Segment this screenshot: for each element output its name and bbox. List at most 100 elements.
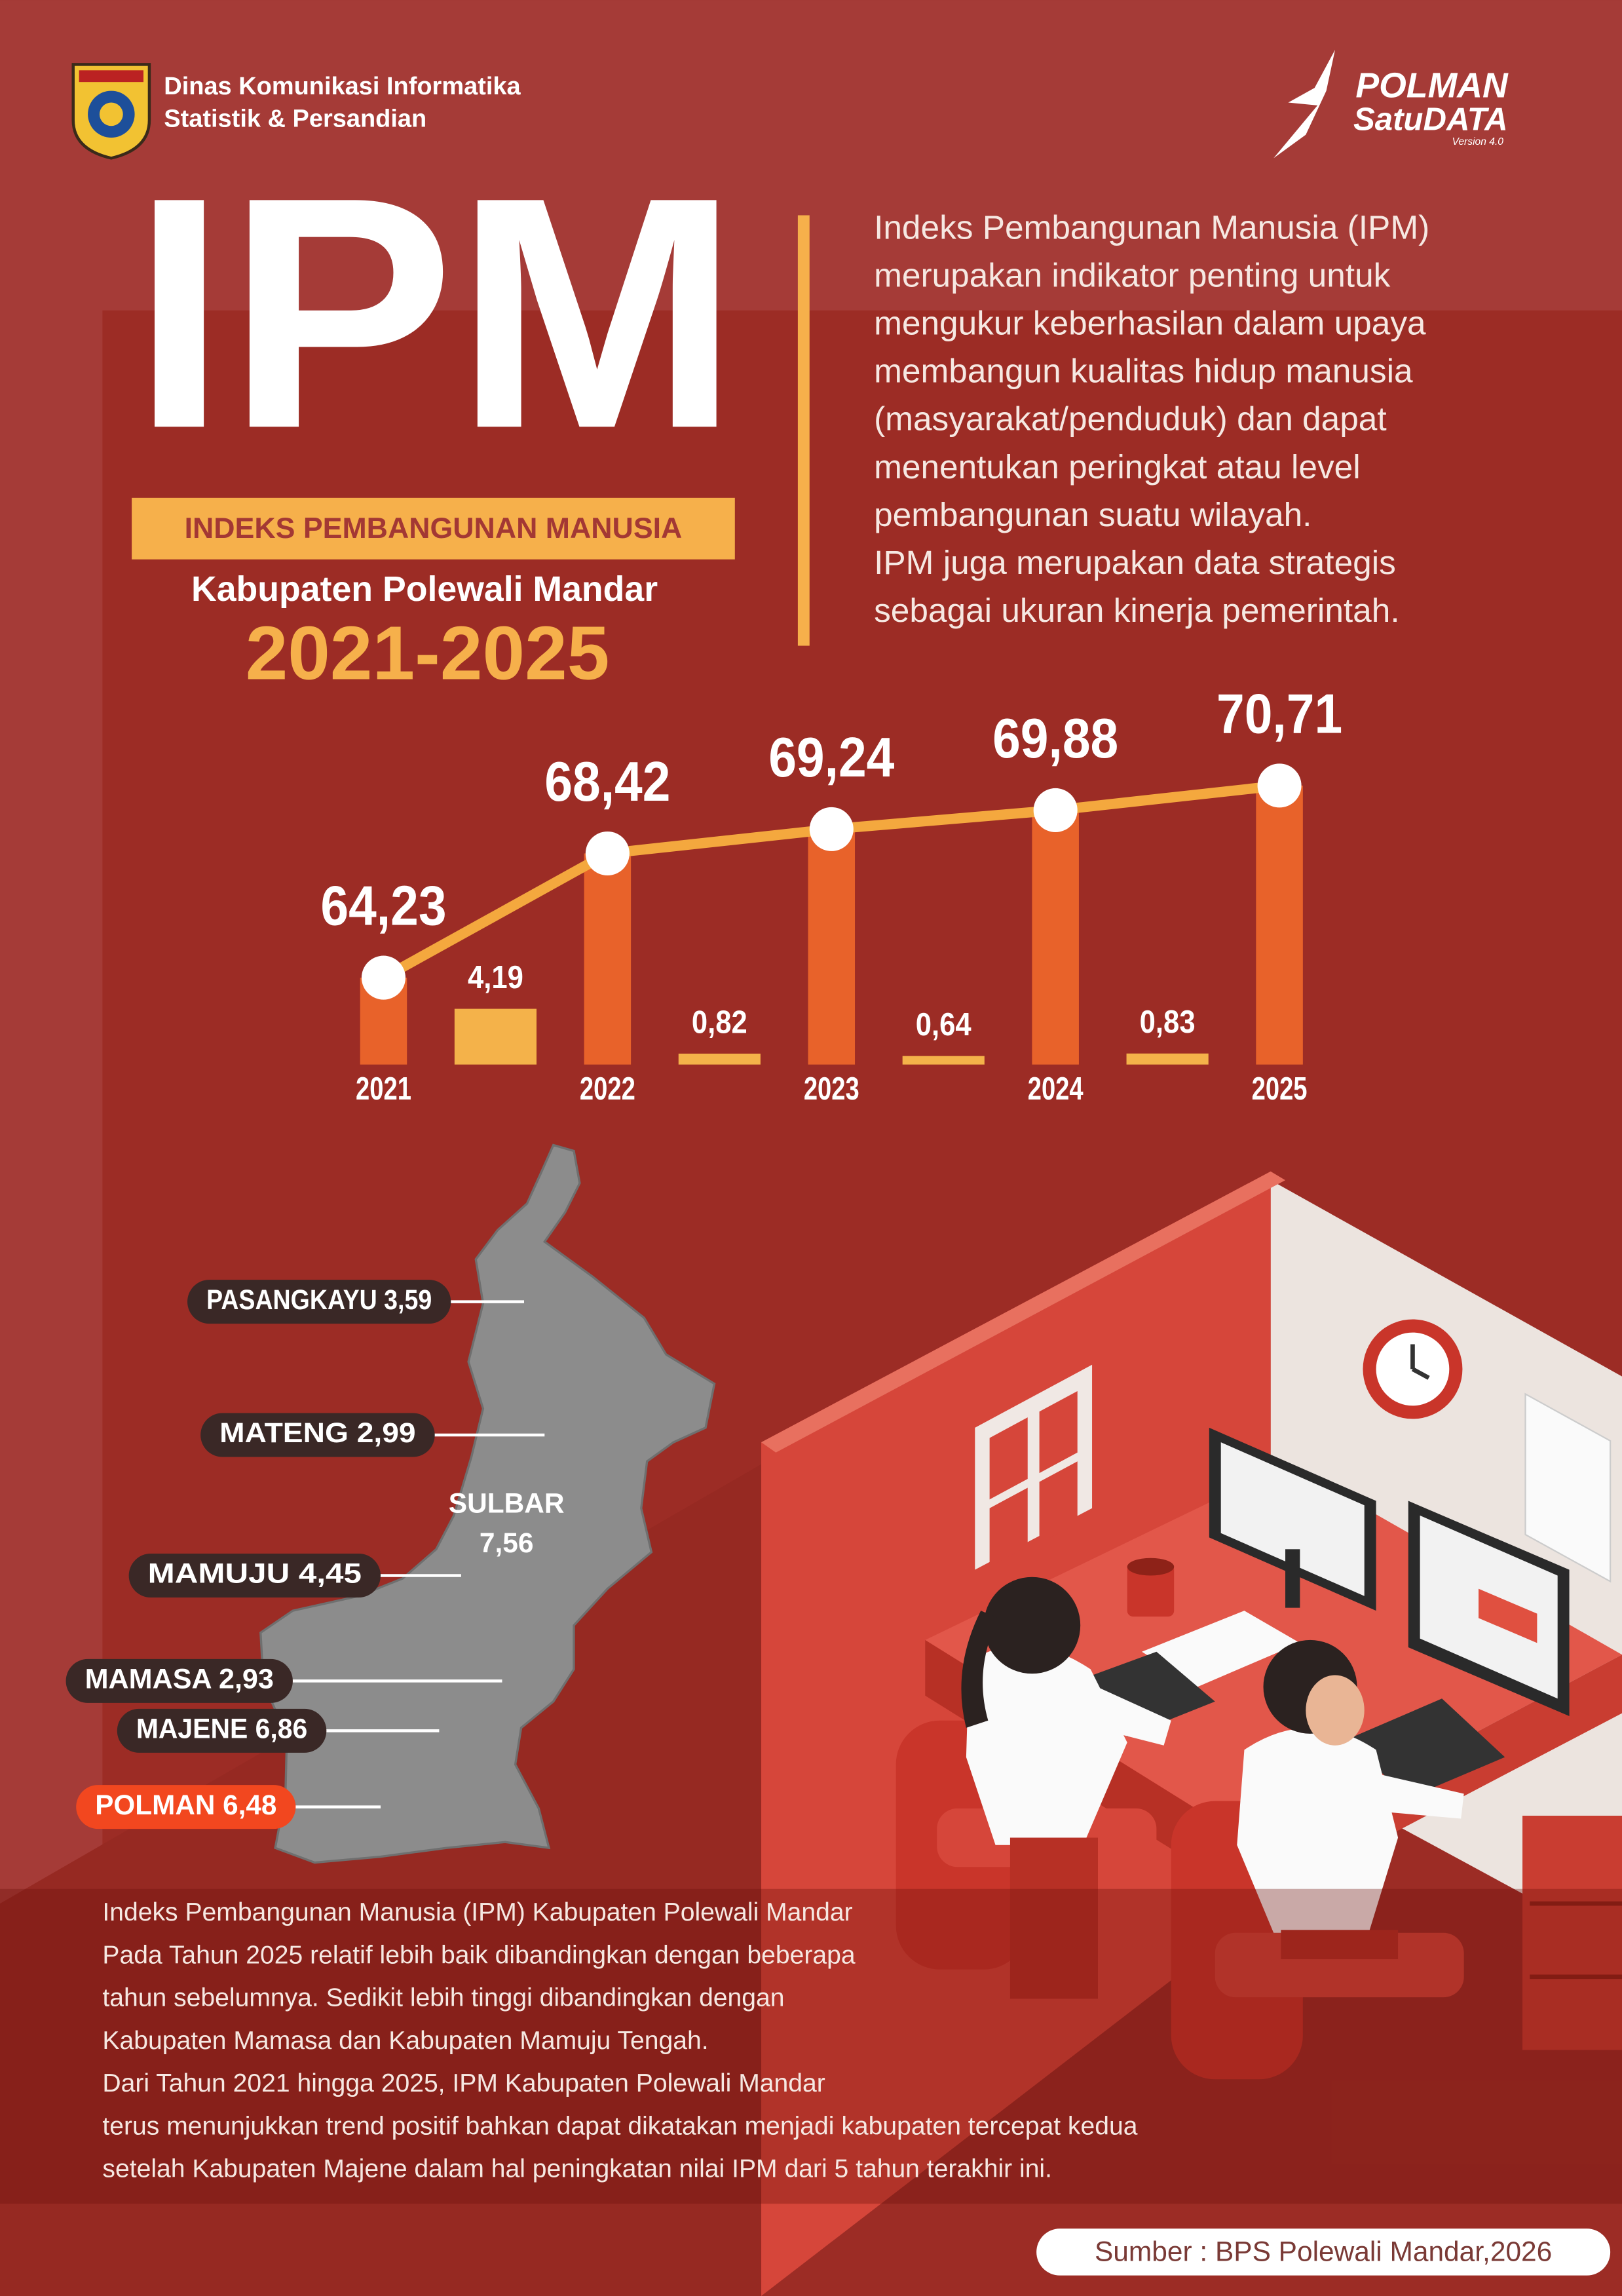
map-labels: PASANGKAYU 3,59 MATENG 2,99 MAMUJU 4,45 MAM… bbox=[66, 1280, 545, 1829]
label-pill bbox=[117, 1708, 327, 1753]
illustration-path bbox=[966, 1645, 1127, 1845]
illustration-line bbox=[1411, 1367, 1430, 1380]
illustration-rect bbox=[1522, 1816, 1622, 2050]
brand-name: POLMAN bbox=[1355, 66, 1509, 105]
map-label: MATENG 2,99 bbox=[219, 1417, 415, 1448]
label-pill bbox=[200, 1413, 435, 1457]
illustration-polygon bbox=[989, 1487, 1028, 1567]
bar bbox=[584, 853, 632, 1065]
illustration-rect bbox=[1281, 1930, 1399, 1959]
summary-line: Pada Tahun 2025 relatif lebih baik diban… bbox=[102, 1941, 855, 1969]
growth-bar bbox=[454, 1008, 537, 1065]
growth-label: 0,64 bbox=[916, 1006, 971, 1043]
illustration-rect bbox=[1127, 1563, 1175, 1617]
illustration-rect bbox=[1009, 1837, 1098, 1999]
office-illustration bbox=[761, 1171, 1622, 2296]
subtitle-band bbox=[132, 497, 735, 560]
point-marker bbox=[1257, 763, 1302, 808]
point-marker bbox=[809, 807, 854, 851]
region: Kabupaten Polewali Mandar bbox=[191, 569, 658, 609]
illustration-rect bbox=[1215, 1932, 1464, 1998]
illustration-path bbox=[1083, 1683, 1171, 1746]
description: Indeks Pembangunan Manusia (IPM) merupaka… bbox=[874, 208, 1429, 629]
brand-sub: SatuDATA bbox=[1353, 101, 1508, 137]
description-line: mengukur keberhasilan dalam upaya bbox=[874, 304, 1426, 342]
source: Sumber : BPS Polewali Mandar,2026 bbox=[1095, 2236, 1552, 2267]
illustration-polygon bbox=[1346, 1698, 1505, 1799]
growth-bar bbox=[902, 1056, 985, 1065]
summary-band bbox=[0, 1888, 1622, 2204]
map-region: SULBAR bbox=[449, 1487, 565, 1518]
brand-version: Version 4.0 bbox=[1452, 136, 1504, 147]
illustration-path bbox=[1361, 1771, 1464, 1819]
illustration-polygon bbox=[1220, 1442, 1365, 1596]
summary-line: tahun sebelumnya. Sedikit lebih tinggi d… bbox=[102, 1984, 784, 2012]
growth-label: 0,82 bbox=[692, 1004, 747, 1040]
illustration-circle bbox=[99, 102, 123, 126]
point-marker bbox=[585, 831, 630, 876]
agency-line: Dinas Komunikasi Informatika bbox=[164, 73, 521, 100]
agency-line: Statistik & Persandian bbox=[164, 105, 426, 132]
illustration-path bbox=[1237, 1727, 1399, 1933]
value-label: 69,88 bbox=[992, 707, 1118, 769]
period: 2021-2025 bbox=[246, 610, 610, 695]
source-pill bbox=[1036, 2229, 1611, 2276]
map-label: PASANGKAYU 3,59 bbox=[206, 1284, 432, 1315]
description-line: Indeks Pembangunan Manusia (IPM) bbox=[874, 208, 1429, 246]
summary-line: Kabupaten Mamasa dan Kabupaten Mamuju Te… bbox=[102, 2027, 708, 2055]
summary: Indeks Pembangunan Manusia (IPM) Kabupat… bbox=[102, 1898, 1137, 2183]
illustration-polygon bbox=[1039, 1390, 1078, 1474]
bar bbox=[1256, 785, 1303, 1065]
map-label: MAJENE 6,86 bbox=[136, 1713, 307, 1744]
growth-bar bbox=[678, 1053, 761, 1065]
value-label: 64,23 bbox=[320, 875, 446, 937]
description-line: (masyarakat/penduduk) dan dapat bbox=[874, 400, 1387, 438]
map-label: MAMASA 2,93 bbox=[85, 1664, 274, 1694]
x-tick-label: 2021 bbox=[356, 1071, 411, 1107]
description-line: membangun kualitas hidup manusia bbox=[874, 352, 1413, 390]
value-label: 69,24 bbox=[768, 726, 894, 788]
summary-line: setelah Kabupaten Majene dalam hal penin… bbox=[102, 2155, 1052, 2183]
x-tick-label: 2025 bbox=[1252, 1071, 1308, 1107]
value-label: 68,42 bbox=[544, 750, 670, 813]
illustration-rect bbox=[1285, 1549, 1300, 1608]
map-region-value: 7,56 bbox=[480, 1527, 534, 1558]
x-tick-label: 2023 bbox=[804, 1071, 859, 1107]
illustration-polygon bbox=[761, 1171, 1286, 1453]
label-pill bbox=[128, 1554, 381, 1598]
label-pill bbox=[66, 1658, 293, 1703]
description-line: IPM juga merupakan data strategis bbox=[874, 543, 1396, 581]
description-line: menentukan peringkat atau level bbox=[874, 448, 1361, 486]
x-tick-label: 2022 bbox=[580, 1071, 635, 1107]
agency-logo bbox=[71, 63, 151, 160]
illustration-polygon bbox=[989, 1417, 1028, 1500]
point-marker bbox=[361, 955, 406, 1000]
illustration-path bbox=[1273, 50, 1336, 159]
value-label: 70,71 bbox=[1216, 683, 1342, 745]
summary-line: Dari Tahun 2021 hingga 2025, IPM Kabupat… bbox=[102, 2069, 825, 2097]
chart: 4,19 0,82 0,64 0,83 64,23 2021 68,42 2022 69,24 2… bbox=[320, 683, 1342, 1107]
summary-line: Indeks Pembangunan Manusia (IPM) Kabupat… bbox=[102, 1898, 852, 1926]
description-line: sebagai ukuran kinerja pemerintah. bbox=[874, 591, 1400, 629]
map-label: POLMAN 6,48 bbox=[95, 1789, 276, 1820]
growth-bar bbox=[1126, 1053, 1209, 1065]
growth-label: 0,83 bbox=[1140, 1004, 1196, 1040]
subtitle: INDEKS PEMBANGUNAN MANUSIA bbox=[185, 512, 683, 545]
illustration-polygon bbox=[1524, 1392, 1612, 1583]
main-title: IPM bbox=[132, 128, 739, 497]
label-pill bbox=[76, 1785, 296, 1829]
illustration-polygon bbox=[1479, 1588, 1537, 1643]
growth-label: 4,19 bbox=[468, 959, 523, 995]
point-marker bbox=[1033, 788, 1078, 832]
label-pill bbox=[187, 1280, 451, 1324]
divider bbox=[797, 215, 810, 646]
description-line: pembangunan suatu wilayah. bbox=[874, 495, 1311, 533]
bar bbox=[1032, 810, 1079, 1065]
illustration-rect bbox=[79, 70, 143, 83]
illustration-ellipse bbox=[1127, 1558, 1175, 1576]
illustration-circle bbox=[983, 1577, 1081, 1674]
description-line: merupakan indikator penting untuk bbox=[874, 256, 1391, 294]
